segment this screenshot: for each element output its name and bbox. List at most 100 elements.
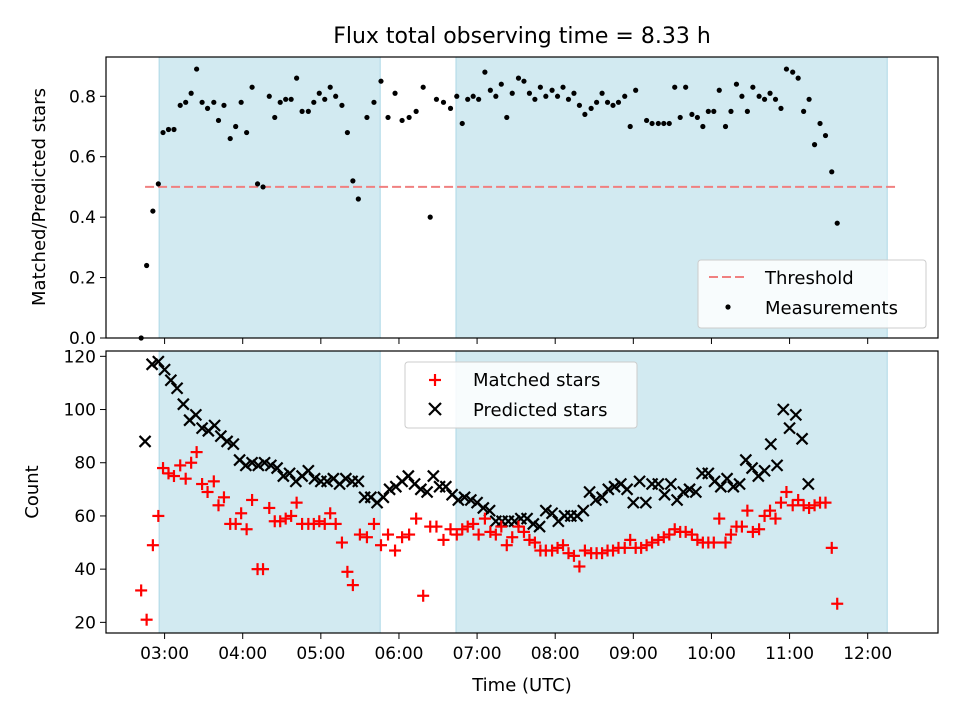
- measurement-point: [339, 102, 345, 108]
- measurement-point: [560, 84, 566, 90]
- measurement-point: [521, 78, 527, 84]
- measurement-point: [705, 108, 711, 114]
- predicted-stroke: [714, 480, 728, 493]
- measurement-point: [311, 99, 317, 105]
- measurement-point: [459, 120, 465, 127]
- measurement-point: [244, 129, 250, 136]
- predicted-star-point: [664, 477, 678, 491]
- predicted-star-point: [264, 459, 278, 472]
- measurement-point: [582, 111, 588, 118]
- predicted-stroke: [414, 483, 428, 496]
- matched-star-point: [263, 501, 276, 514]
- measurement-point: [199, 99, 205, 105]
- measurement-point: [655, 120, 661, 127]
- measurement-point: [610, 102, 616, 108]
- measurement-point: [322, 96, 328, 102]
- matched-star-point: [444, 523, 457, 536]
- measurement-point: [254, 181, 261, 187]
- predicted-star-point: [239, 459, 253, 472]
- matched-star-point: [489, 528, 502, 541]
- measurement-point: [355, 196, 361, 202]
- matched-star-point: [607, 544, 620, 557]
- matched-star-point: [707, 536, 720, 549]
- panel-bottom: 20 40 60 80 100 120 03:00 04:00 05:00 06:00 07:00…: [22, 347, 939, 664]
- y-tick-label: 0.2: [69, 269, 96, 289]
- matched-star-point: [196, 478, 209, 491]
- predicted-stroke: [464, 493, 478, 507]
- matched-star-point: [274, 515, 287, 528]
- predicted-star-point: [720, 472, 734, 485]
- matched-star-point: [190, 446, 203, 459]
- measurement-point: [194, 66, 200, 72]
- measurement-point: [829, 169, 835, 175]
- predicted-legend-label: Predicted stars: [473, 400, 607, 421]
- matched-star-point: [596, 547, 609, 560]
- measurements-legend-swatch: [725, 304, 731, 310]
- predicted-star-point: [589, 493, 603, 507]
- matched-star-point: [769, 512, 782, 525]
- predicted-star-point: [383, 483, 396, 496]
- matched-star-point: [551, 541, 564, 554]
- predicted-stroke: [158, 363, 171, 376]
- measurement-point: [750, 84, 756, 90]
- predicted-stroke: [145, 358, 159, 371]
- panel-top-legend: Threshold Measurements: [697, 259, 927, 329]
- matched-star-point: [624, 533, 637, 546]
- matched-star-point: [528, 536, 541, 549]
- predicted-stroke: [664, 477, 678, 491]
- predicted-star-point: [420, 485, 434, 499]
- predicted-stroke: [789, 408, 803, 422]
- predicted-star-point: [352, 475, 365, 488]
- matched-star-point: [403, 528, 416, 541]
- predicted-star-point: [245, 456, 259, 470]
- predicted-stroke: [327, 472, 340, 485]
- measurement-point: [772, 96, 779, 102]
- matched-star-point: [279, 512, 292, 525]
- predicted-star-point: [270, 461, 284, 475]
- predicted-star-point: [258, 456, 271, 470]
- predicted-stroke: [758, 464, 771, 477]
- y-tick-label: 0.4: [69, 208, 96, 228]
- measurement-point: [767, 90, 773, 96]
- measurement-point: [155, 181, 161, 187]
- matched-star-point: [657, 531, 670, 544]
- predicted-star-point: [252, 459, 265, 472]
- measurement-point: [238, 99, 244, 105]
- predicted-star-point: [377, 491, 390, 504]
- predicted-star-point: [727, 480, 740, 493]
- predicted-stroke: [670, 493, 684, 507]
- predicted-stroke: [377, 491, 390, 504]
- y-tick-label: 60: [74, 507, 96, 527]
- matched-legend-label: Matched stars: [473, 370, 600, 391]
- measurement-point: [227, 135, 233, 142]
- measurement-point: [728, 108, 734, 114]
- measurement-point: [627, 123, 633, 130]
- measurement-point: [700, 123, 706, 130]
- measurement-point: [144, 262, 150, 269]
- measurement-point: [427, 214, 433, 220]
- matched-star-point: [764, 504, 777, 517]
- predicted-star-point: [702, 467, 715, 480]
- matched-star-point: [646, 536, 659, 549]
- predicted-star-point: [302, 464, 315, 477]
- predicted-star-point: [620, 483, 634, 496]
- measurement-point: [440, 99, 447, 105]
- predicted-star-point: [789, 408, 803, 422]
- matched-star-point: [719, 536, 732, 549]
- measurement-point: [447, 105, 454, 111]
- predicted-star-point: [402, 469, 415, 483]
- predicted-star-point: [658, 488, 671, 501]
- measurements-legend-label: Measurements: [765, 298, 898, 319]
- predicted-star-point: [652, 477, 665, 491]
- matched-star-point: [618, 541, 631, 554]
- matched-star-point: [456, 523, 469, 536]
- matched-star-point: [360, 531, 373, 544]
- predicted-star-point: [633, 475, 646, 488]
- y-tick-label: 100: [64, 401, 96, 421]
- predicted-stroke: [220, 435, 234, 448]
- predicted-stroke: [427, 469, 440, 483]
- matched-star-point: [389, 544, 402, 557]
- predicted-stroke: [258, 456, 271, 470]
- legend-box: [697, 259, 927, 329]
